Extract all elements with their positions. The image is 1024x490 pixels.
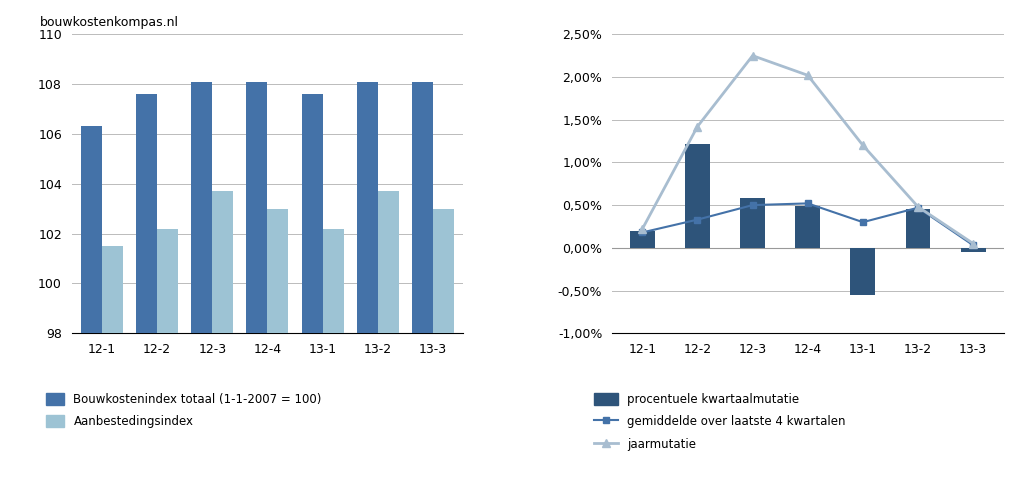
- Bar: [323, 229, 343, 490]
- Bar: [630, 231, 654, 248]
- Bar: [136, 94, 157, 490]
- Bar: [740, 198, 765, 248]
- Bar: [102, 246, 123, 490]
- Bar: [157, 229, 178, 490]
- Bar: [81, 126, 102, 490]
- Bar: [247, 82, 267, 490]
- Bar: [267, 209, 289, 490]
- Bar: [851, 248, 876, 295]
- Bar: [378, 191, 398, 490]
- Bar: [356, 82, 378, 490]
- Bar: [685, 144, 710, 248]
- Bar: [796, 206, 820, 248]
- Legend: procentuele kwartaalmutatie, gemiddelde over laatste 4 kwartalen, jaarmutatie: procentuele kwartaalmutatie, gemiddelde …: [594, 393, 846, 451]
- Bar: [905, 209, 931, 248]
- Bar: [433, 209, 454, 490]
- Bar: [302, 94, 323, 490]
- Bar: [961, 248, 985, 252]
- Text: bouwkostenkompas.nl: bouwkostenkompas.nl: [40, 16, 179, 29]
- Bar: [191, 82, 212, 490]
- Legend: Bouwkostenindex totaal (1-1-2007 = 100), Aanbestedingsindex: Bouwkostenindex totaal (1-1-2007 = 100),…: [46, 393, 322, 428]
- Bar: [412, 82, 433, 490]
- Bar: [212, 191, 233, 490]
